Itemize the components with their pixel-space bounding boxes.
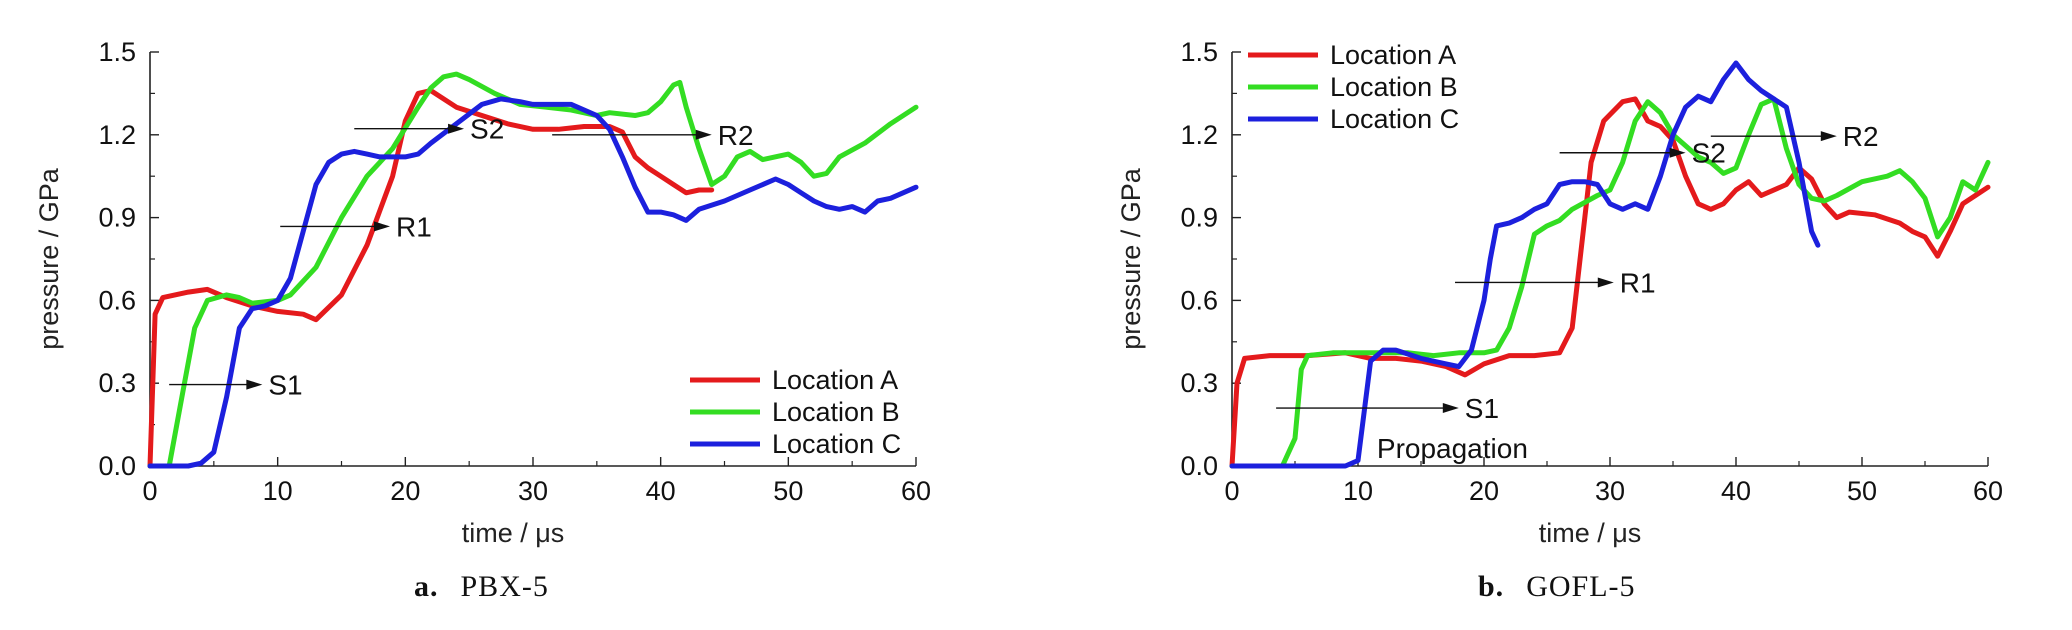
caption-b: b. GOFL-5 [1478,570,1636,604]
annotation-arrowhead [695,129,712,140]
y-axis-title: pressure / GPa [1116,167,1146,350]
y-tick-label: 1.5 [1180,37,1218,67]
series-line-location-c [147,96,919,469]
caption-a-letter: a. [414,570,439,603]
y-tick-label: 0.9 [1180,203,1218,233]
x-tick-label: 30 [1595,476,1625,506]
x-tick-label: 50 [773,476,803,506]
y-tick-label: 0.3 [98,368,136,398]
legend-label: Location C [1330,104,1459,134]
annotation-label-r1: R1 [396,211,432,242]
annotation-label-r1: R1 [1620,267,1656,298]
x-tick-label: 0 [142,476,157,506]
x-tick-label: 30 [518,476,548,506]
annotation-arrowhead [1820,131,1837,142]
legend-label: Location A [772,365,898,395]
annotation-label-r2: R2 [718,120,754,151]
legend-label: Location B [1330,72,1458,102]
legend-label: Location A [1330,40,1456,70]
legend-label: Location B [772,397,900,427]
series-line-location-c [1229,60,1821,469]
caption-b-text: GOFL-5 [1526,570,1636,603]
annotation-label-s1: S1 [268,370,302,401]
y-tick-label: 1.2 [98,120,136,150]
x-tick-label: 10 [1343,476,1373,506]
x-axis-title: time / μs [462,518,565,548]
x-tick-label: 60 [1973,476,2003,506]
x-tick-label: 20 [1469,476,1499,506]
y-tick-label: 0.0 [1180,451,1218,481]
caption-a: a. PBX-5 [414,570,549,604]
y-tick-label: 0.9 [98,203,136,233]
x-tick-label: 20 [390,476,420,506]
legend-label: Location C [772,429,901,459]
annotation-label-s2: S2 [1692,138,1726,169]
y-tick-label: 0.0 [98,451,136,481]
annotation-arrowhead [374,221,391,232]
annotation-arrowhead [246,379,263,390]
y-tick-label: 0.6 [1180,285,1218,315]
annotation-arrowhead [1442,403,1459,414]
y-tick-label: 0.3 [1180,368,1218,398]
annotation-label-propagation: Propagation [1377,433,1528,464]
series-line-location-a [147,88,715,469]
annotation-arrowhead [1669,147,1686,158]
y-tick-label: 0.6 [98,285,136,315]
annotation-label-s1: S1 [1465,393,1499,424]
chart-b: 0 10 20 30 40 50 60 0.0 0.3 0.6 0.9 1.2 1.5 time / μs… [1116,37,2003,548]
x-tick-label: 40 [646,476,676,506]
series-line-location-b [147,71,919,469]
x-tick-label: 50 [1847,476,1877,506]
x-tick-label: 0 [1224,476,1239,506]
x-tick-label: 60 [901,476,931,506]
annotation-arrowhead [1597,277,1614,288]
x-axis-title: time / μs [1539,518,1642,548]
x-tick-label: 10 [263,476,293,506]
y-tick-label: 1.2 [1180,120,1218,150]
annotation-label-s2: S2 [470,114,504,145]
caption-b-letter: b. [1478,570,1505,603]
annotation-label-r2: R2 [1843,121,1879,152]
x-tick-label: 40 [1721,476,1751,506]
y-tick-label: 1.5 [98,37,136,67]
chart-a: 0 10 20 30 40 50 60 0.0 0.3 0.6 0.9 1.2 1.5 time / μs… [34,37,931,548]
series-line-location-a [1229,96,1991,469]
caption-a-text: PBX-5 [460,570,549,603]
annotation-arrowhead [448,123,465,134]
y-axis-title: pressure / GPa [34,167,64,350]
